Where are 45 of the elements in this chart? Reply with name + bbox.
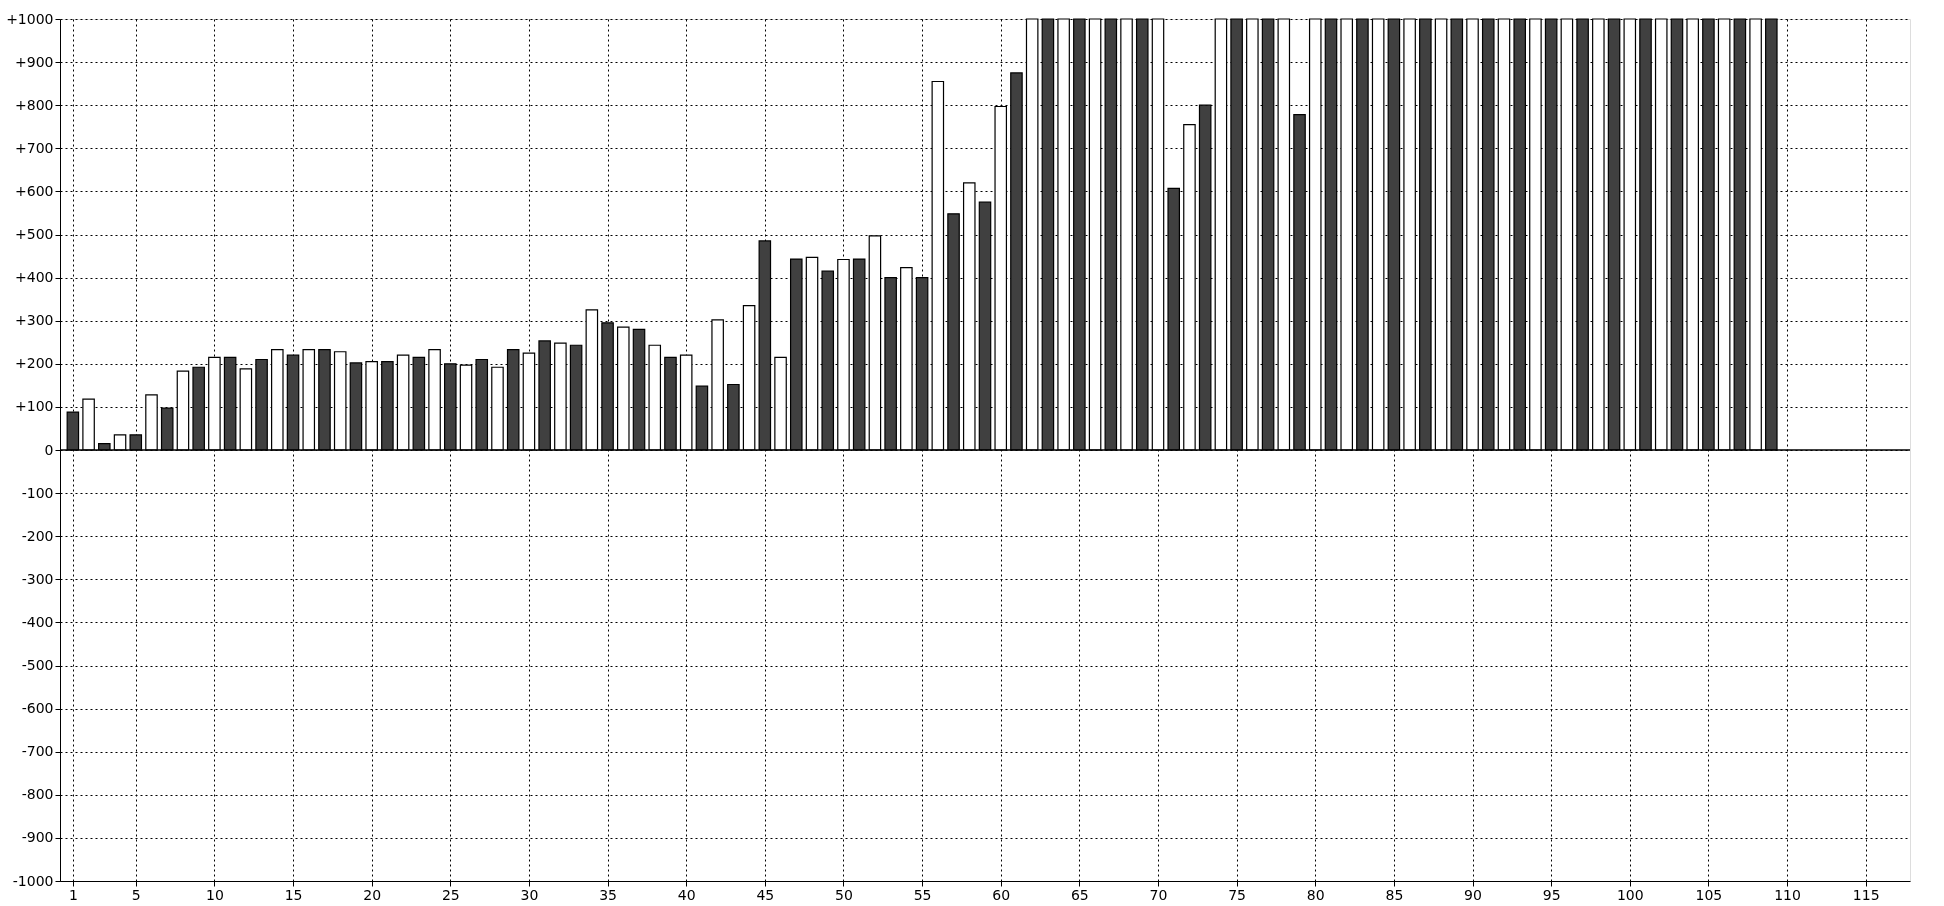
y-tick-label: +400 bbox=[15, 269, 54, 286]
y-tick-label: +700 bbox=[15, 139, 54, 156]
y-tick-label: -600 bbox=[21, 700, 54, 717]
x-tick-label: 65 bbox=[1070, 886, 1089, 903]
x-tick-label: 55 bbox=[913, 886, 932, 903]
x-tick-label: 30 bbox=[520, 886, 539, 903]
y-tick-label: -1000 bbox=[12, 872, 54, 889]
x-tick-label: 95 bbox=[1542, 886, 1561, 903]
y-tick-label: -300 bbox=[21, 570, 54, 587]
x-tick-label: 75 bbox=[1228, 886, 1247, 903]
x-tick-label: 10 bbox=[205, 886, 224, 903]
x-tick-label: 35 bbox=[599, 886, 617, 903]
y-tick-label: -100 bbox=[21, 484, 54, 501]
y-tick-label: -200 bbox=[21, 527, 54, 544]
y-tick-label: +200 bbox=[15, 355, 54, 372]
x-tick-label: 45 bbox=[756, 886, 775, 903]
y-tick-label: +300 bbox=[15, 312, 54, 329]
y-tick-label: +100 bbox=[15, 398, 54, 415]
x-tick-label: 80 bbox=[1306, 886, 1325, 903]
x-tick-label: 110 bbox=[1774, 886, 1801, 903]
x-tick-label: 25 bbox=[441, 886, 460, 903]
y-tick-label: +1000 bbox=[6, 10, 54, 27]
x-tick-label: 20 bbox=[363, 886, 382, 903]
x-tick-label: 105 bbox=[1695, 886, 1723, 903]
x-tick-label: 100 bbox=[1616, 886, 1644, 903]
x-tick-label: 40 bbox=[677, 886, 696, 903]
y-tick-label: -500 bbox=[21, 657, 54, 673]
y-tick-label: +600 bbox=[15, 182, 54, 199]
x-tick-label: 5 bbox=[131, 886, 141, 903]
y-tick-label: +500 bbox=[15, 226, 54, 242]
y-tick-label: -800 bbox=[21, 786, 54, 803]
x-tick-label: 1 bbox=[68, 886, 78, 903]
y-tick-label: -400 bbox=[21, 613, 54, 630]
x-tick-label: 70 bbox=[1149, 886, 1168, 903]
y-tick-label: -700 bbox=[21, 743, 54, 760]
y-tick-label: -900 bbox=[21, 829, 54, 846]
x-tick-label: 115 bbox=[1852, 886, 1880, 903]
x-tick-label: 85 bbox=[1385, 886, 1404, 903]
x-tick-label: 50 bbox=[835, 886, 853, 903]
x-tick-label: 90 bbox=[1464, 886, 1482, 903]
x-tick-label: 60 bbox=[992, 886, 1011, 903]
y-tick-label: +900 bbox=[15, 53, 54, 70]
y-tick-label: 0 bbox=[44, 441, 54, 458]
x-tick-label: 15 bbox=[284, 886, 303, 903]
y-tick-label: +800 bbox=[15, 96, 54, 113]
